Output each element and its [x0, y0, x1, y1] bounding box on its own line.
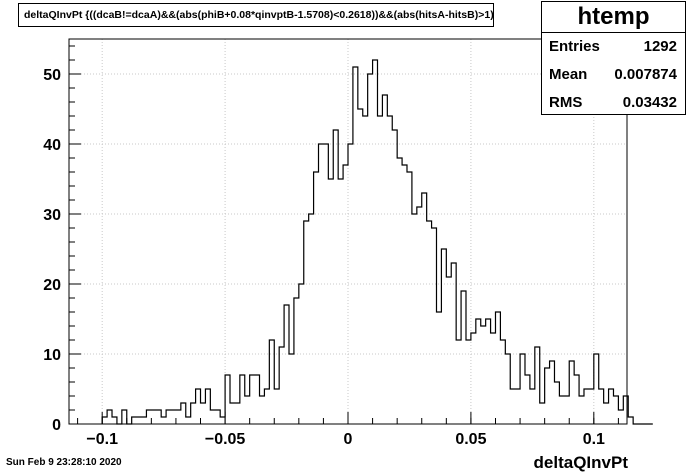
axes: −0.1 −0.05 0 0.05 0.1 0 10 20 30 40 50 — [43, 45, 619, 448]
stats-rms-value: 0.03432 — [622, 94, 677, 111]
y-tick-label: 0 — [52, 417, 61, 434]
histogram-outline — [101, 59, 653, 425]
y-tick-label: 30 — [43, 207, 61, 224]
stats-mean-value: 0.007874 — [614, 66, 677, 83]
y-tick-label: 20 — [43, 277, 61, 294]
datestamp: Sun Feb 9 23:28:10 2020 — [6, 457, 122, 468]
stats-entries-label: Entries — [549, 38, 600, 55]
x-tick-label: 0.05 — [455, 431, 486, 448]
x-tick-label: 0 — [344, 431, 353, 448]
stats-entries-row: Entries 1292 — [542, 33, 685, 61]
stats-rms-row: RMS 0.03432 — [542, 89, 685, 117]
y-tick-label: 40 — [43, 137, 61, 154]
x-axis-label: deltaQInvPt — [533, 453, 628, 472]
histogram-bars — [101, 59, 653, 425]
x-tick-label: 0.1 — [583, 431, 605, 448]
stats-mean-row: Mean 0.007874 — [542, 61, 685, 89]
plot-title-box: deltaQInvPt {((dcaB!=dcaA)&&(abs(phiB+0.… — [18, 3, 494, 27]
stats-box: htemp Entries 1292 Mean 0.007874 RMS 0.0… — [541, 1, 686, 115]
plot-title: deltaQInvPt {((dcaB!=dcaA)&&(abs(phiB+0.… — [24, 9, 494, 21]
stats-title: htemp — [542, 2, 685, 33]
stats-entries-value: 1292 — [643, 38, 677, 55]
stats-mean-label: Mean — [549, 66, 588, 83]
y-tick-label: 50 — [43, 67, 61, 84]
stats-rms-label: RMS — [549, 94, 583, 111]
x-tick-label: −0.1 — [86, 431, 118, 448]
x-tick-label: −0.05 — [205, 431, 246, 448]
y-tick-label: 10 — [43, 347, 61, 364]
